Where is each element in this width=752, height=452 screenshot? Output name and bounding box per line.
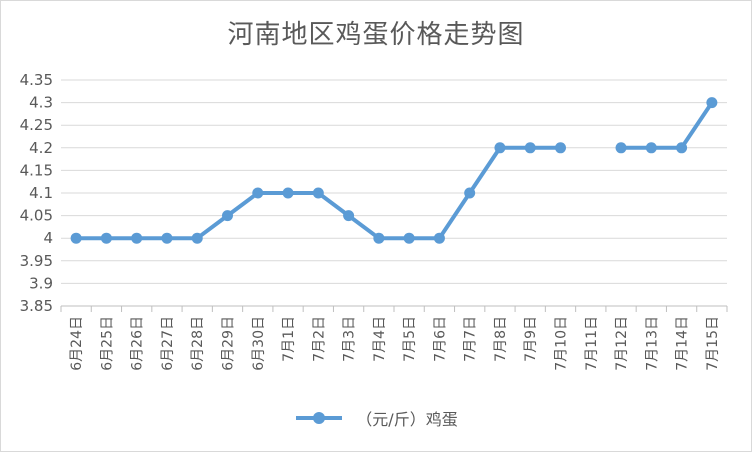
x-tick-label: 6月28日 <box>190 316 206 371</box>
x-tick-label: 6月24日 <box>69 316 85 371</box>
y-tick-label: 4.05 <box>20 207 53 225</box>
x-tick-label: 6月29日 <box>221 316 237 371</box>
y-tick-label: 4 <box>43 229 53 247</box>
x-tick-label: 7月11日 <box>584 316 600 371</box>
legend-label: （元/斤）鸡蛋 <box>356 410 458 429</box>
data-point <box>131 232 143 244</box>
x-tick-label: 7月4日 <box>372 316 388 362</box>
x-tick-label: 7月5日 <box>402 316 418 362</box>
data-point <box>555 142 566 154</box>
x-tick-label: 7月6日 <box>432 316 448 362</box>
data-point <box>343 210 355 222</box>
y-tick-label: 4.35 <box>20 71 53 89</box>
x-tick-label: 6月26日 <box>130 316 146 371</box>
data-point <box>706 97 718 109</box>
data-point <box>252 187 264 199</box>
y-tick-label: 3.85 <box>20 297 53 315</box>
data-point <box>494 142 506 154</box>
y-tick-label: 3.9 <box>29 274 53 292</box>
x-tick-label: 7月13日 <box>644 316 660 371</box>
y-tick-label: 3.95 <box>20 252 53 270</box>
x-tick-label: 7月12日 <box>614 316 630 371</box>
data-point <box>373 232 385 244</box>
data-point <box>403 232 415 244</box>
legend: （元/斤）鸡蛋 <box>0 406 752 430</box>
data-point <box>615 142 627 154</box>
y-tick-label: 4.2 <box>29 139 53 157</box>
x-tick-label: 7月8日 <box>493 316 509 362</box>
x-tick-label: 7月7日 <box>463 316 479 362</box>
x-tick-label: 7月15日 <box>705 316 721 371</box>
data-point <box>464 187 476 199</box>
chart-title: 河南地区鸡蛋价格走势图 <box>227 20 525 50</box>
x-tick-label: 7月10日 <box>554 316 570 371</box>
x-tick-label: 7月9日 <box>523 316 539 362</box>
data-point <box>676 142 688 154</box>
data-point <box>161 232 173 244</box>
data-point <box>645 142 657 154</box>
data-point <box>70 232 82 244</box>
x-tick-label: 7月14日 <box>675 316 691 371</box>
data-point <box>433 232 445 244</box>
y-tick-label: 4.15 <box>20 161 53 179</box>
data-point <box>100 232 112 244</box>
data-point <box>524 142 536 154</box>
legend-line-marker-icon <box>296 412 343 424</box>
y-tick-label: 4.25 <box>20 116 53 134</box>
y-tick-label: 4.1 <box>29 184 53 202</box>
data-point <box>222 210 233 222</box>
data-point <box>191 232 203 244</box>
x-tick-label: 7月3日 <box>342 316 358 362</box>
x-tick-label: 7月2日 <box>311 316 327 362</box>
x-tick-label: 6月25日 <box>99 316 115 371</box>
x-tick-label: 7月1日 <box>281 316 297 362</box>
series-line <box>619 100 714 150</box>
data-point <box>282 187 294 199</box>
y-tick-label: 4.3 <box>29 94 53 112</box>
x-tick-label: 6月27日 <box>160 316 176 371</box>
x-tick-label: 6月30日 <box>251 316 267 371</box>
data-point <box>312 187 324 199</box>
